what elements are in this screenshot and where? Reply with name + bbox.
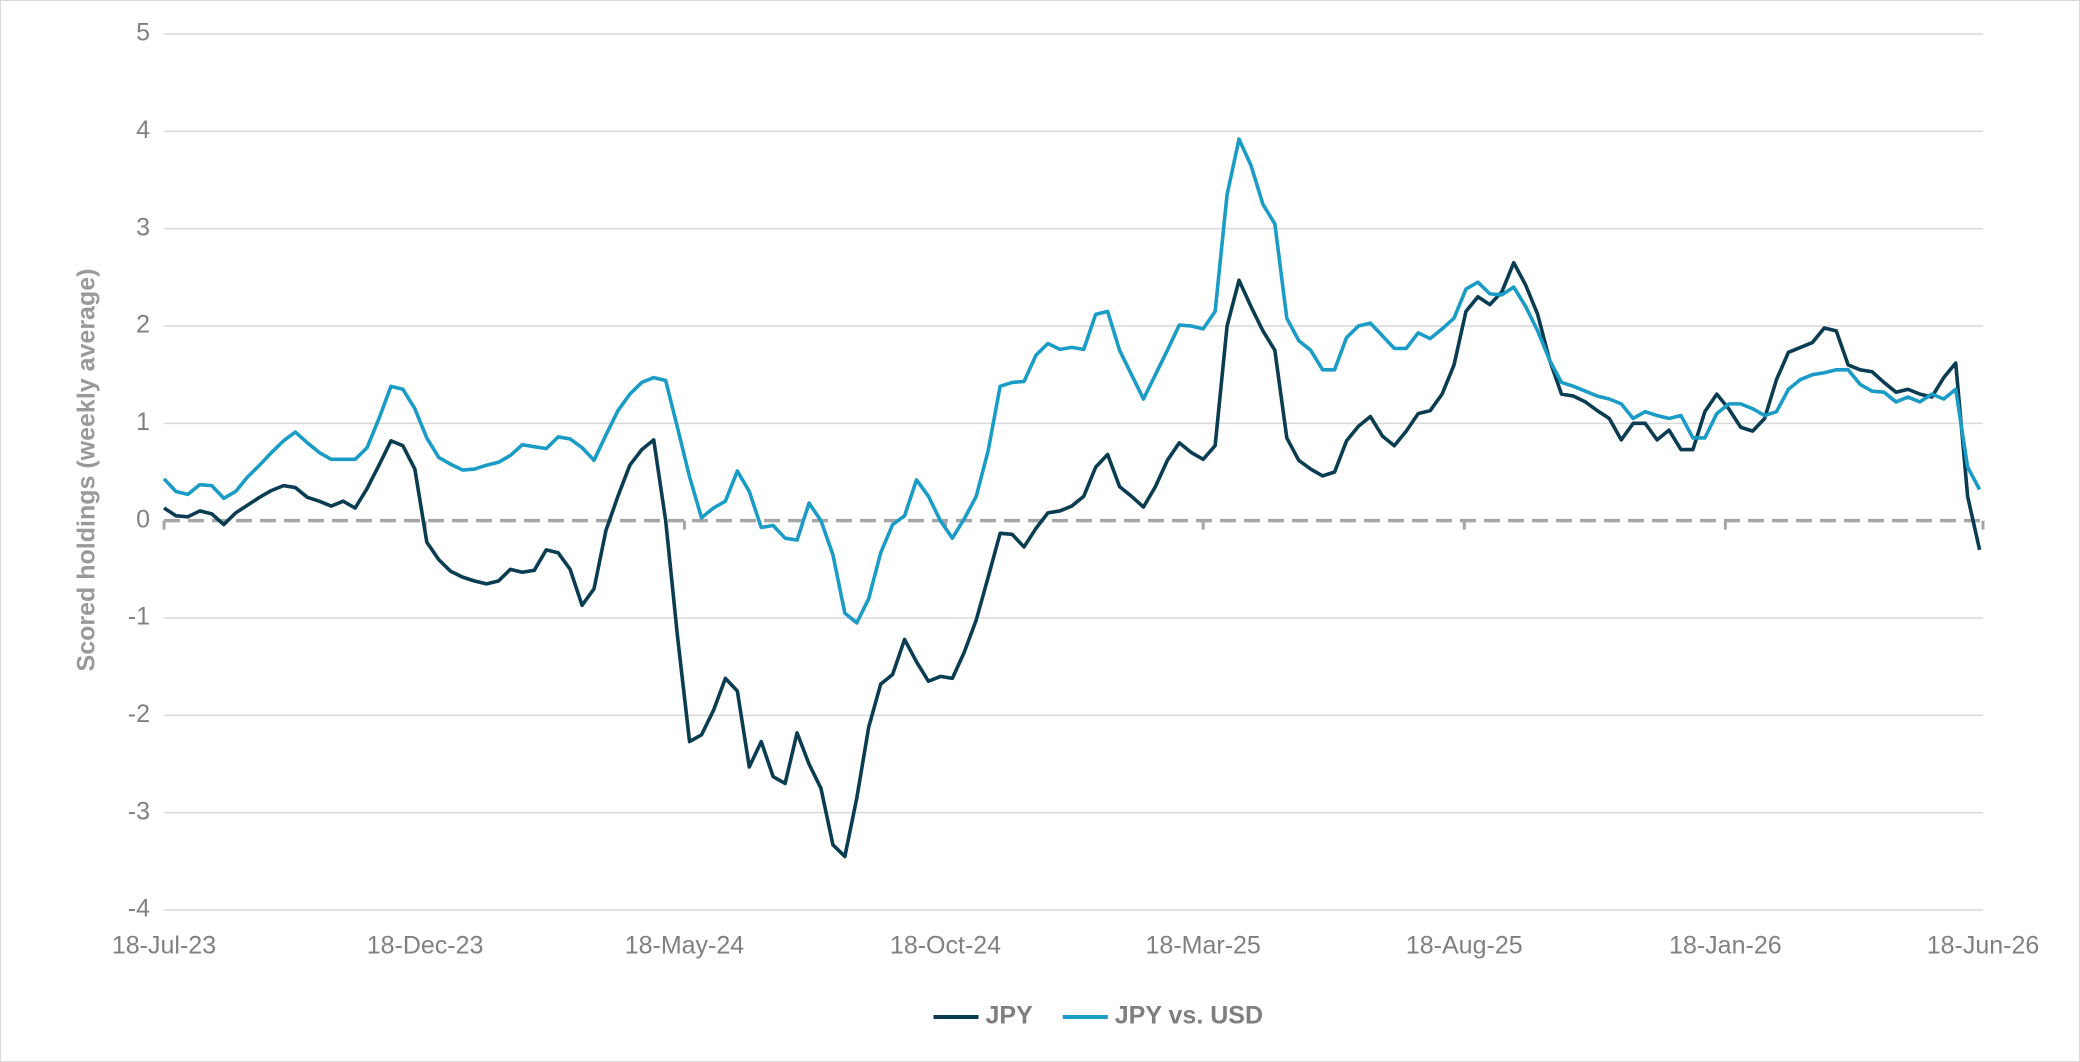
y-tick-label: -3 xyxy=(128,797,150,825)
y-tick-label: -2 xyxy=(128,700,150,728)
legend-label: JPY vs. USD xyxy=(1115,1002,1263,1030)
x-tick-label: 18-Mar-25 xyxy=(1146,932,1261,960)
legend-label: JPY xyxy=(986,1002,1034,1030)
y-tick-label: -1 xyxy=(128,603,150,631)
y-tick-label: 1 xyxy=(136,408,150,436)
y-tick-label: 2 xyxy=(136,311,150,339)
x-tick-label: 18-Jan-26 xyxy=(1669,932,1782,960)
y-tick-label: 0 xyxy=(136,505,150,533)
y-tick-label: 5 xyxy=(136,19,150,47)
y-tick-label: 3 xyxy=(136,213,150,241)
x-tick-label: 18-Oct-24 xyxy=(890,932,1001,960)
y-tick-label: -4 xyxy=(128,895,150,923)
series-line xyxy=(163,260,1982,859)
x-tick-label: 18-Jun-26 xyxy=(1927,932,2040,960)
series-line xyxy=(162,137,1982,625)
y-axis-title: Scored holdings (weekly average) xyxy=(73,269,101,672)
x-tick-label: 18-Dec-23 xyxy=(367,932,484,960)
x-tick-label: 18-Aug-25 xyxy=(1406,932,1523,960)
x-tick-label: 18-Jul-23 xyxy=(112,932,216,960)
x-tick-label: 18-May-24 xyxy=(625,932,745,960)
y-tick-label: 4 xyxy=(136,116,150,144)
